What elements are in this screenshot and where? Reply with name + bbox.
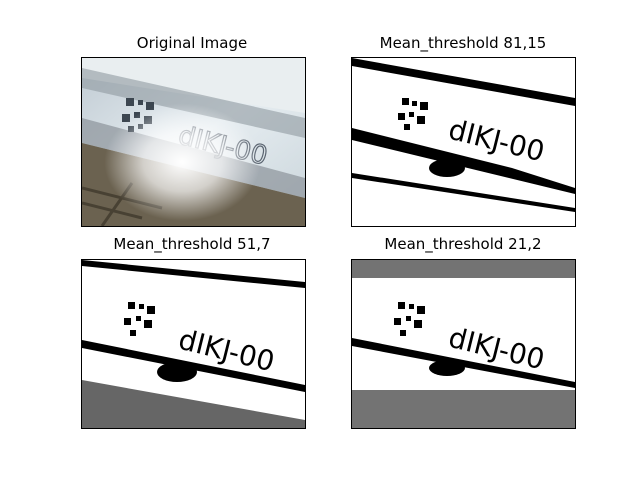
original-image: dIKJ-00 bbox=[81, 57, 306, 227]
threshold-image-81-15: dIKJ-00 bbox=[351, 57, 576, 227]
threshold-image-51-7: dIKJ-00 bbox=[81, 259, 306, 429]
panel-title: Original Image bbox=[136, 34, 248, 52]
panel-title: Mean_threshold 51,7 bbox=[113, 235, 271, 253]
panel-title: Mean_threshold 21,2 bbox=[384, 235, 542, 253]
threshold-image-21-2: dIKJ-00 bbox=[351, 259, 576, 429]
panel-title: Mean_threshold 81,15 bbox=[379, 34, 547, 52]
